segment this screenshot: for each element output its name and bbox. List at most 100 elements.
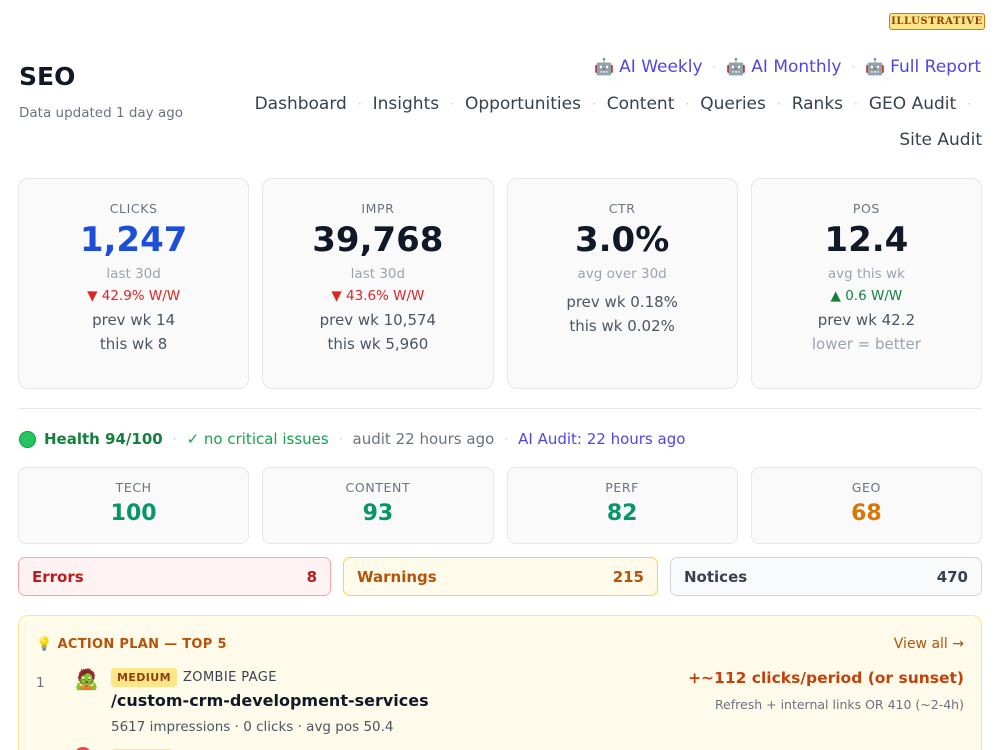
metric-prev-week: prev wk 10,574 bbox=[319, 311, 437, 329]
score-value: 68 bbox=[851, 501, 882, 526]
score-label: TECH bbox=[115, 480, 152, 495]
notices-label: Notices bbox=[684, 567, 748, 586]
metric-this-week: this wk 5,960 bbox=[327, 335, 429, 353]
action-item-kind: ZOMBIE PAGE bbox=[183, 670, 277, 685]
metric-this-week: this wk 8 bbox=[99, 335, 168, 353]
ai-report-links: 🤖 AI Weekly · 🤖 AI Monthly · 🤖 Full Report bbox=[594, 57, 981, 77]
nav-dashboard[interactable]: Dashboard bbox=[254, 94, 347, 114]
nav-site-audit[interactable]: Site Audit bbox=[899, 130, 982, 150]
warnings-count: 215 bbox=[612, 567, 644, 586]
metric-sub: last 30d bbox=[350, 266, 406, 282]
main-nav: Dashboard · Insights · Opportunities · C… bbox=[238, 94, 982, 150]
action-plan-panel: 💡 ACTION PLAN — TOP 5 View all → 1 🧟 MEDI… bbox=[18, 615, 982, 750]
nav-insights[interactable]: Insights bbox=[372, 94, 440, 114]
critical-issues-status: ✓ no critical issues bbox=[186, 430, 329, 448]
metric-label: CTR bbox=[608, 201, 636, 216]
score-label: PERF bbox=[605, 480, 639, 495]
action-item-meta: 5617 impressions · 0 clicks · avg pos 50… bbox=[111, 719, 394, 735]
action-item-icon bbox=[74, 747, 92, 750]
warnings-label: Warnings bbox=[357, 567, 437, 586]
issue-counts: Errors 8 Warnings 215 Notices 470 bbox=[18, 557, 982, 596]
metric-value: 39,768 bbox=[312, 220, 444, 260]
errors-pill[interactable]: Errors 8 bbox=[18, 557, 331, 596]
score-card-geo: GEO 68 bbox=[750, 467, 982, 544]
metric-value: 12.4 bbox=[824, 220, 909, 260]
metric-delta: ▼ 42.9% W/W bbox=[87, 288, 181, 304]
metric-card-position: POS 12.4 avg this wk ▲ 0.6 W/W prev wk 4… bbox=[750, 178, 982, 389]
page-title: SEO bbox=[19, 62, 76, 91]
score-card-tech: TECH 100 bbox=[18, 467, 250, 544]
action-item-number: 1 bbox=[36, 675, 45, 691]
score-label: GEO bbox=[851, 480, 881, 495]
action-item-url[interactable]: /custom-crm-development-services bbox=[111, 691, 429, 710]
robot-icon: 🤖 bbox=[865, 57, 886, 76]
ai-monthly-link[interactable]: 🤖 AI Monthly bbox=[726, 57, 842, 77]
section-divider bbox=[18, 408, 982, 409]
nav-geo-audit[interactable]: GEO Audit bbox=[868, 94, 957, 114]
metric-value: 1,247 bbox=[79, 220, 188, 260]
metric-cards: CLICKS 1,247 last 30d ▼ 42.9% W/W prev w… bbox=[18, 178, 982, 389]
metric-hint: lower = better bbox=[811, 335, 921, 353]
metric-card-impressions: IMPR 39,768 last 30d ▼ 43.6% W/W prev wk… bbox=[262, 178, 494, 389]
metric-this-week: this wk 0.02% bbox=[569, 317, 675, 335]
metric-value: 3.0% bbox=[574, 220, 670, 260]
score-value: 100 bbox=[110, 501, 157, 526]
nav-content[interactable]: Content bbox=[606, 94, 675, 114]
robot-icon: 🤖 bbox=[726, 57, 747, 76]
score-label: CONTENT bbox=[345, 480, 411, 495]
audit-score-cards: TECH 100 CONTENT 93 PERF 82 GEO 68 bbox=[18, 467, 982, 544]
action-plan-title: 💡 ACTION PLAN — TOP 5 bbox=[36, 637, 227, 652]
notices-count: 470 bbox=[936, 567, 968, 586]
metric-card-clicks: CLICKS 1,247 last 30d ▼ 42.9% W/W prev w… bbox=[18, 178, 250, 389]
robot-icon: 🤖 bbox=[594, 57, 615, 76]
metric-delta: ▲ 0.6 W/W bbox=[830, 288, 903, 304]
health-summary: Health 94/100 · ✓ no critical issues · a… bbox=[19, 430, 685, 448]
ai-weekly-link[interactable]: 🤖 AI Weekly bbox=[594, 57, 703, 77]
metric-label: CLICKS bbox=[109, 201, 158, 216]
metric-sub: last 30d bbox=[106, 266, 161, 282]
separator: · bbox=[854, 97, 858, 111]
separator: · bbox=[338, 432, 343, 446]
zombie-icon: 🧟 bbox=[74, 667, 99, 691]
separator: · bbox=[591, 97, 596, 111]
separator: · bbox=[357, 97, 362, 111]
ai-audit-link[interactable]: AI Audit: 22 hours ago bbox=[518, 430, 686, 448]
view-all-link[interactable]: View all → bbox=[893, 636, 964, 652]
separator: · bbox=[851, 60, 856, 74]
priority-tag: MEDIUM bbox=[111, 668, 177, 687]
metric-card-ctr: CTR 3.0% avg over 30d prev wk 0.18% this… bbox=[506, 178, 738, 389]
nav-ranks[interactable]: Ranks bbox=[791, 94, 844, 114]
metric-label: IMPR bbox=[361, 201, 395, 216]
separator: · bbox=[776, 97, 781, 111]
metric-prev-week: prev wk 42.2 bbox=[817, 311, 916, 329]
metric-prev-week: prev wk 0.18% bbox=[566, 293, 678, 311]
separator: · bbox=[504, 432, 509, 446]
metric-sub: avg over 30d bbox=[577, 266, 667, 282]
data-updated-label: Data updated 1 day ago bbox=[19, 105, 184, 121]
separator: · bbox=[685, 97, 690, 111]
score-value: 82 bbox=[606, 501, 638, 526]
green-circle-icon bbox=[19, 430, 36, 448]
illustrative-badge: ILLUSTRATIVE bbox=[889, 13, 985, 30]
metric-prev-week: prev wk 14 bbox=[92, 311, 176, 329]
warnings-pill[interactable]: Warnings 215 bbox=[343, 557, 658, 596]
errors-count: 8 bbox=[306, 567, 317, 586]
lightbulb-icon: 💡 bbox=[36, 637, 53, 652]
action-item-hint: Refresh + internal links OR 410 (~2-4h) bbox=[714, 697, 964, 712]
nav-opportunities[interactable]: Opportunities bbox=[464, 94, 581, 114]
score-value: 93 bbox=[362, 501, 394, 526]
errors-label: Errors bbox=[32, 567, 84, 586]
metric-label: POS bbox=[852, 201, 880, 216]
score-card-perf: PERF 82 bbox=[506, 467, 738, 544]
score-card-content: CONTENT 93 bbox=[262, 467, 494, 544]
action-item-gain: +~112 clicks/period (or sunset) bbox=[688, 669, 964, 687]
full-report-link[interactable]: 🤖 Full Report bbox=[865, 57, 981, 77]
separator: · bbox=[172, 432, 177, 446]
nav-queries[interactable]: Queries bbox=[700, 94, 766, 114]
health-score: Health 94/100 bbox=[44, 430, 163, 448]
separator: · bbox=[967, 97, 971, 111]
notices-pill[interactable]: Notices 470 bbox=[670, 557, 982, 596]
separator: · bbox=[450, 97, 454, 111]
audit-time: audit 22 hours ago bbox=[352, 430, 495, 448]
separator: · bbox=[712, 60, 717, 74]
